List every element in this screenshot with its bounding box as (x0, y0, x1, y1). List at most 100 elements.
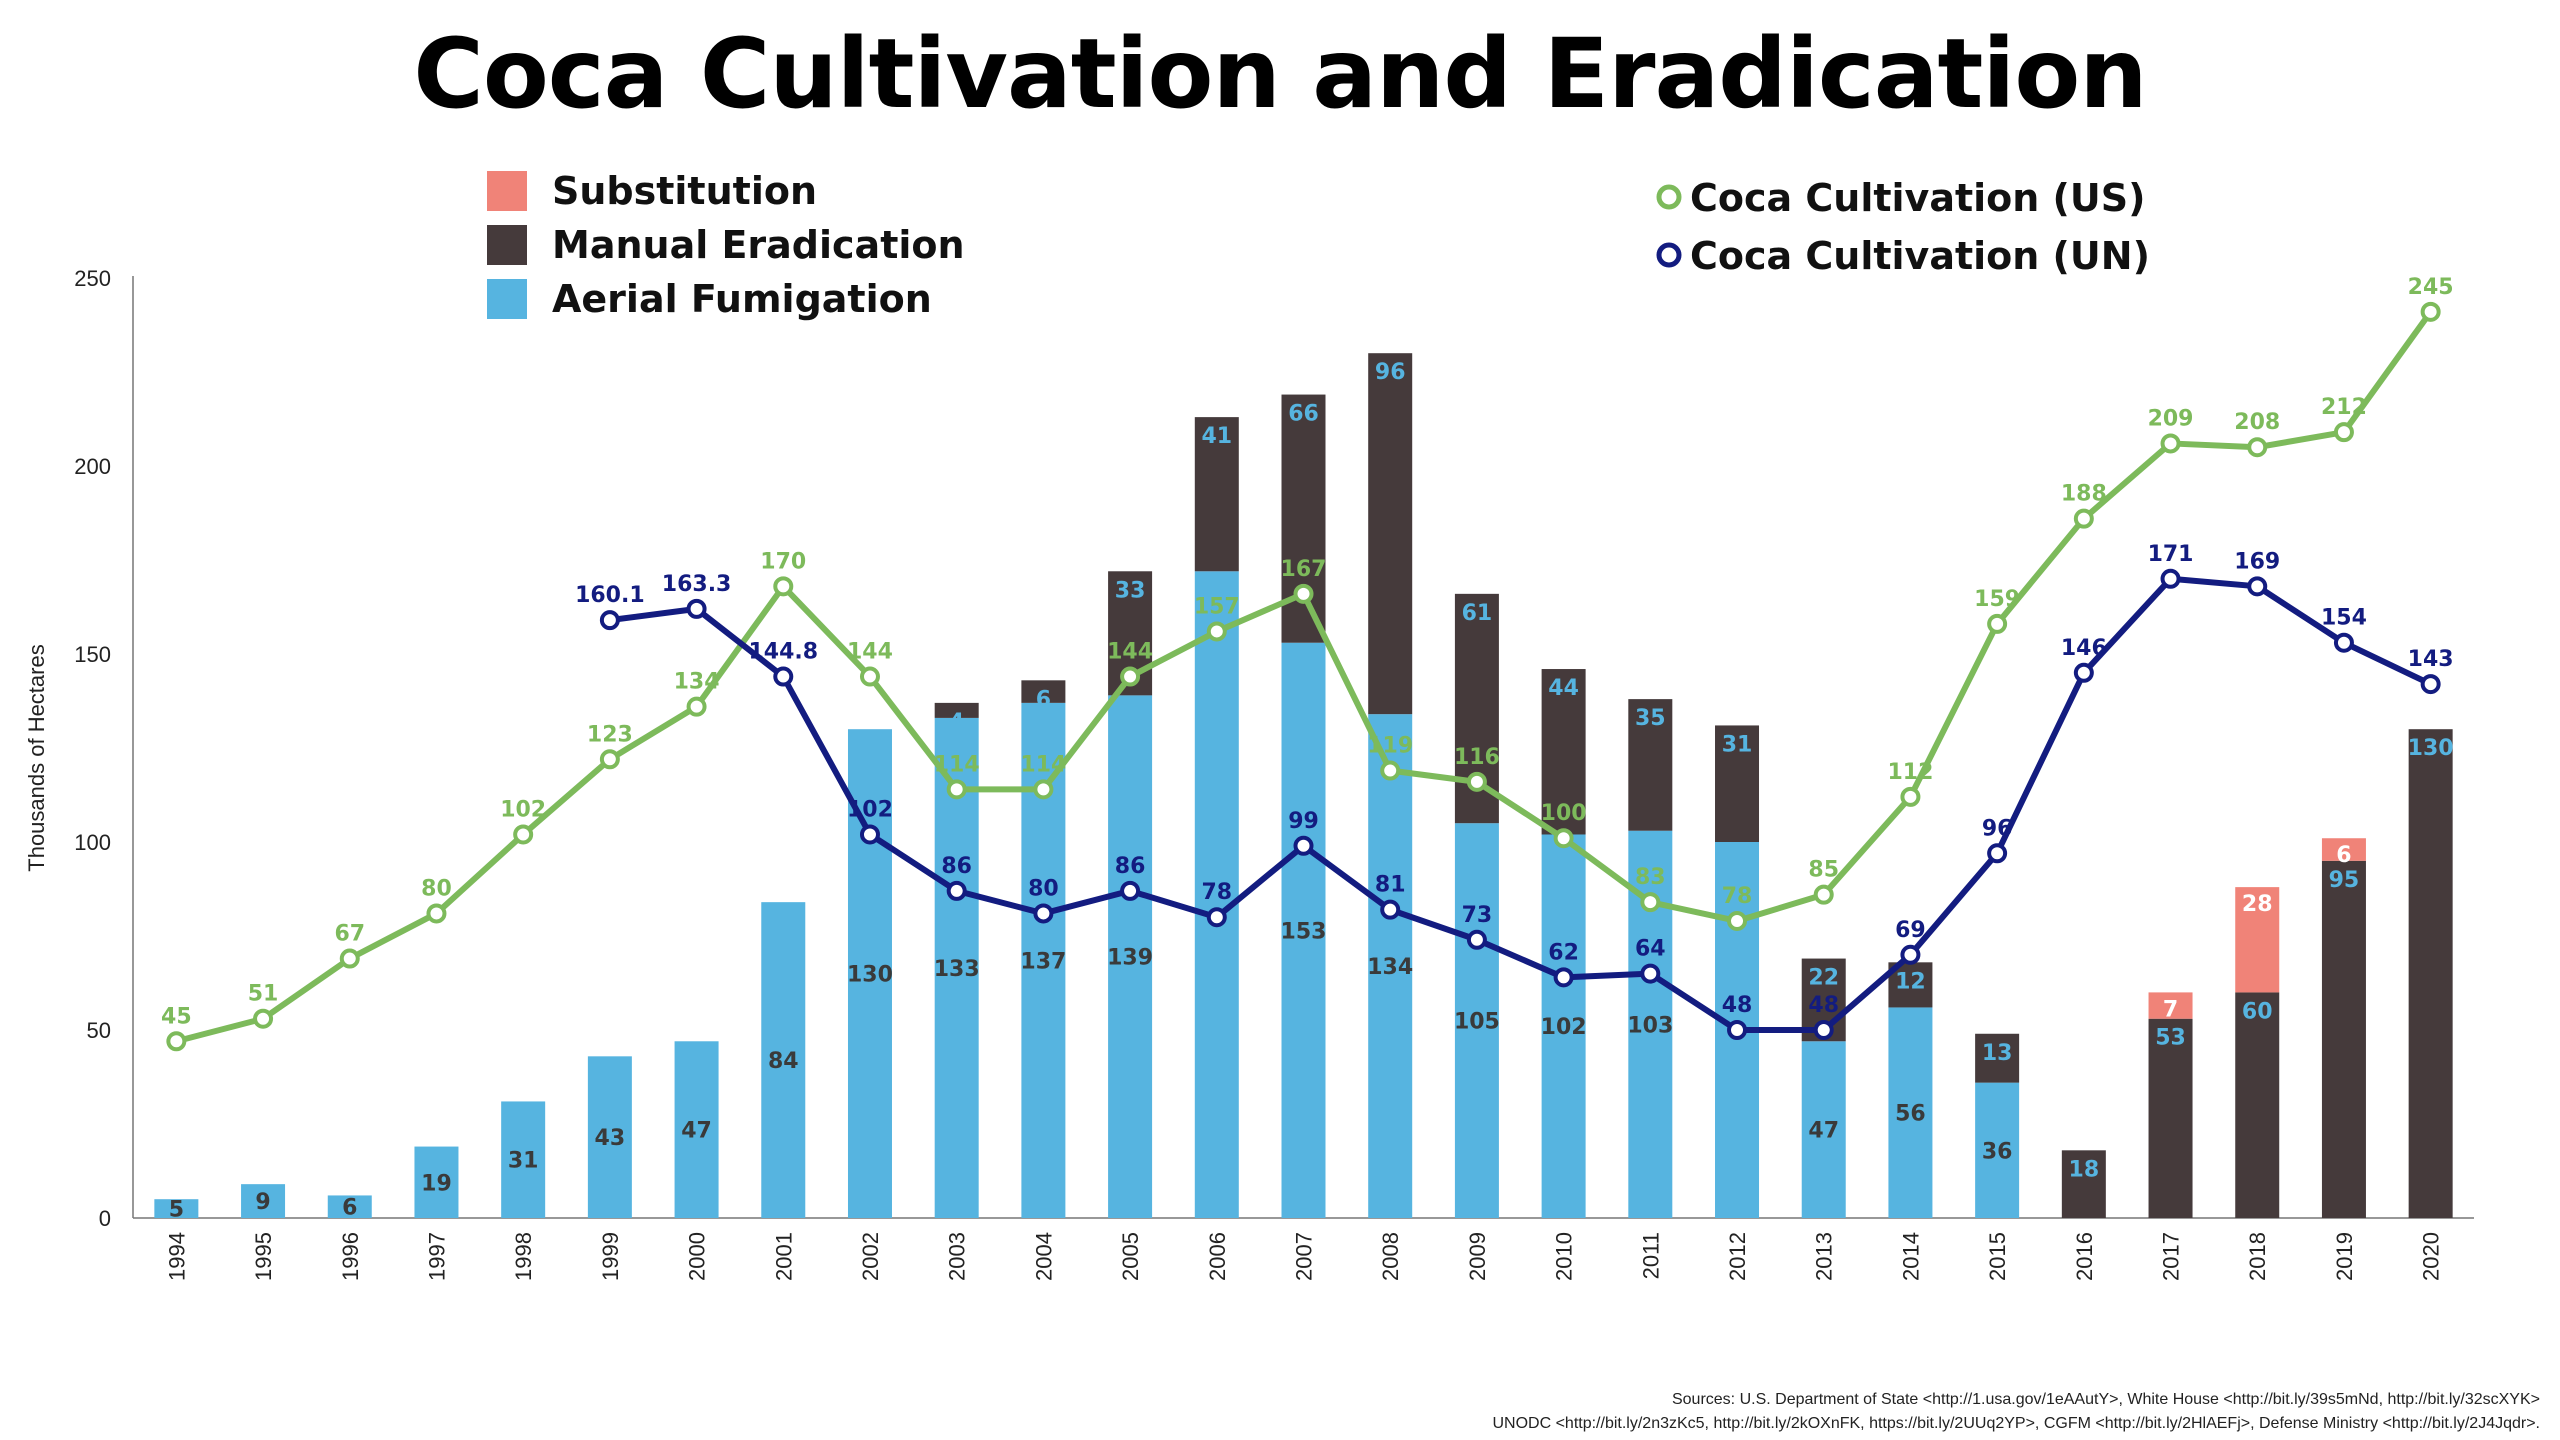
point-value-label: 171 (2148, 542, 2194, 567)
point-value-label: 69 (1895, 918, 1926, 943)
bar-value-label: 33 (1115, 578, 1146, 603)
bar-segment (1281, 394, 1326, 643)
bar-value-label: 18 (2069, 1157, 2100, 1182)
x-tick-label: 2016 (2072, 1232, 2097, 1281)
bar-segment (414, 1146, 459, 1218)
series-point (1727, 910, 1748, 931)
x-tick-label: 2013 (1812, 1232, 1837, 1281)
bar-segment (2148, 1018, 2193, 1218)
point-value-label: 64 (1635, 937, 1666, 962)
bar-value-label: 139 (1107, 946, 1153, 971)
bar-value-label: 134 (1367, 955, 1413, 980)
bar-value-label: 19 (421, 1171, 452, 1196)
point-value-label: 48 (1722, 993, 1753, 1018)
point-value-label: 100 (1541, 801, 1587, 826)
series-point (426, 903, 447, 924)
bar-value-label: 130 (2408, 736, 2454, 761)
bar-value-label: 6 (1036, 687, 1051, 712)
legend: Substitution Manual Eradication Aerial Fum… (487, 169, 2150, 321)
point-value-label: 134 (674, 670, 720, 695)
series-point (1813, 1020, 1834, 1040)
point-value-label: 45 (161, 1004, 192, 1029)
bar-segment (587, 1056, 632, 1218)
y-tick-label: 50 (87, 1018, 111, 1043)
series-point (1206, 907, 1227, 928)
bar-segment (1021, 680, 1066, 703)
point-value-label: 119 (1367, 734, 1413, 759)
bar-segment (1715, 725, 1760, 842)
series-point (2420, 674, 2441, 695)
x-tick-label: 2018 (2245, 1232, 2270, 1281)
series-point (946, 779, 967, 800)
y-tick-label: 200 (74, 454, 111, 479)
bar-value-label: 28 (2242, 892, 2273, 917)
point-value-label: 144 (847, 640, 893, 665)
series-point (1813, 884, 1834, 905)
y-tick-label: 150 (74, 642, 111, 667)
series-point (1466, 929, 1487, 950)
point-value-label: 169 (2234, 549, 2280, 574)
x-tick-label: 2010 (1552, 1232, 1577, 1281)
series-point (2333, 632, 2354, 653)
series-point (513, 824, 534, 845)
series-point (1380, 899, 1401, 920)
point-value-label: 102 (500, 797, 546, 822)
point-value-label: 154 (2321, 606, 2367, 631)
point-value-label: 144 (1107, 640, 1153, 665)
bar-value-label: 31 (1722, 732, 1753, 757)
bar-segment (154, 1199, 199, 1218)
series-point (1900, 786, 1921, 807)
x-tick-label: 2014 (1898, 1232, 1923, 1281)
series-point (1293, 583, 1314, 604)
series-point (253, 1008, 274, 1029)
bar-value-label: 5 (169, 1198, 184, 1223)
bar-segment (1541, 669, 1586, 835)
point-value-label: 99 (1288, 809, 1319, 834)
point-value-label: 114 (934, 752, 980, 777)
point-value-label: 188 (2061, 482, 2107, 507)
x-tick-label: 2017 (2159, 1232, 2184, 1281)
point-value-label: 80 (1028, 876, 1059, 901)
bar-segment (1801, 1041, 1846, 1218)
x-tick-label: 2011 (1638, 1232, 1663, 1279)
x-tick-label: 1997 (424, 1232, 449, 1281)
x-tick-label: 2004 (1031, 1232, 1056, 1281)
series-point (1033, 903, 1054, 924)
bar-value-label: 6 (2336, 843, 2351, 868)
point-value-label: 123 (587, 722, 633, 747)
x-tick-label: 2000 (685, 1232, 710, 1281)
series-point (859, 666, 880, 687)
legend-marker (1656, 242, 1682, 268)
bar-segment (501, 1101, 546, 1218)
sources-line-2: UNODC <http://bit.ly/2n3zKc5, http://bit… (1492, 1415, 2540, 1432)
series-point (1380, 760, 1401, 781)
series-point (1033, 779, 1054, 800)
bar-value-label: 95 (2329, 868, 2360, 893)
bar-segment (1454, 823, 1499, 1218)
point-value-label: 86 (1115, 854, 1146, 879)
x-tick-label: 2020 (2419, 1232, 2444, 1281)
point-value-label: 114 (1020, 752, 1066, 777)
y-tick-label: 0 (99, 1206, 111, 1231)
bar-segment (1194, 571, 1239, 1218)
point-value-label: 48 (1808, 993, 1839, 1018)
bar-value-label: 13 (1982, 1041, 2013, 1066)
point-value-label: 73 (1462, 903, 1493, 928)
series-point (1727, 1020, 1748, 1040)
bar-segment (1281, 642, 1326, 1218)
x-tick-label: 1994 (164, 1232, 189, 1281)
bar-segment (2148, 992, 2193, 1019)
point-value-label: 67 (334, 922, 365, 947)
point-value-label: 160.1 (575, 583, 645, 608)
bar-segment (1975, 1082, 2020, 1218)
x-tick-label: 1996 (338, 1232, 363, 1281)
bar-segment (2061, 1150, 2106, 1218)
bar-value-label: 60 (2242, 999, 2273, 1024)
x-tick-label: 2019 (2332, 1232, 2357, 1281)
bar-value-label: 153 (1281, 919, 1327, 944)
bar-segment (241, 1184, 286, 1218)
bar-segment (1541, 834, 1586, 1218)
bar-value-label: 53 (2155, 1026, 2186, 1051)
point-value-label: 81 (1375, 873, 1406, 898)
x-tick-label: 2002 (858, 1232, 883, 1281)
